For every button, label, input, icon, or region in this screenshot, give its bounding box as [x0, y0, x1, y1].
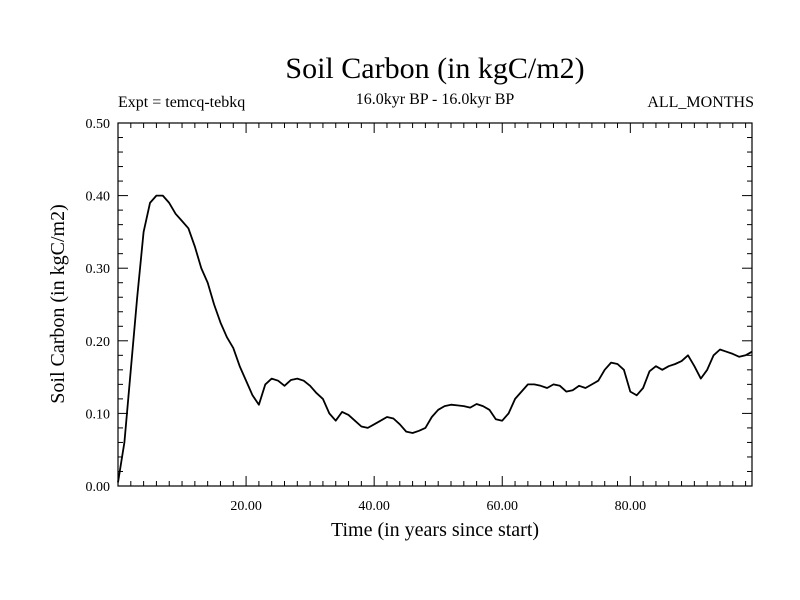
y-tick-label: 0.30 — [86, 262, 111, 277]
y-axis-label: Soil Carbon (in kgC/m2) — [47, 204, 69, 403]
y-tick-label: 0.40 — [86, 190, 111, 205]
period-label: 16.0kyr BP - 16.0kyr BP — [355, 91, 515, 108]
x-tick-label: 20.00 — [230, 499, 262, 514]
x-tick-label: 60.00 — [486, 499, 518, 514]
x-tick-label: 80.00 — [615, 499, 647, 514]
plot-frame — [117, 122, 753, 487]
y-tick-label: 0.20 — [86, 335, 111, 350]
experiment-label: Expt = temcq-tebkq — [118, 94, 246, 111]
y-tick-label: 0.10 — [86, 407, 111, 422]
y-tick-label: 0.00 — [86, 480, 111, 495]
y-tick-label: 0.50 — [86, 117, 111, 132]
chart-title: Soil Carbon (in kgC/m2) — [285, 52, 585, 85]
x-axis-label: Time (in years since start) — [331, 519, 539, 541]
x-tick-label: 40.00 — [358, 499, 390, 514]
months-label: ALL_MONTHS — [647, 94, 754, 111]
series-line — [117, 194, 753, 483]
